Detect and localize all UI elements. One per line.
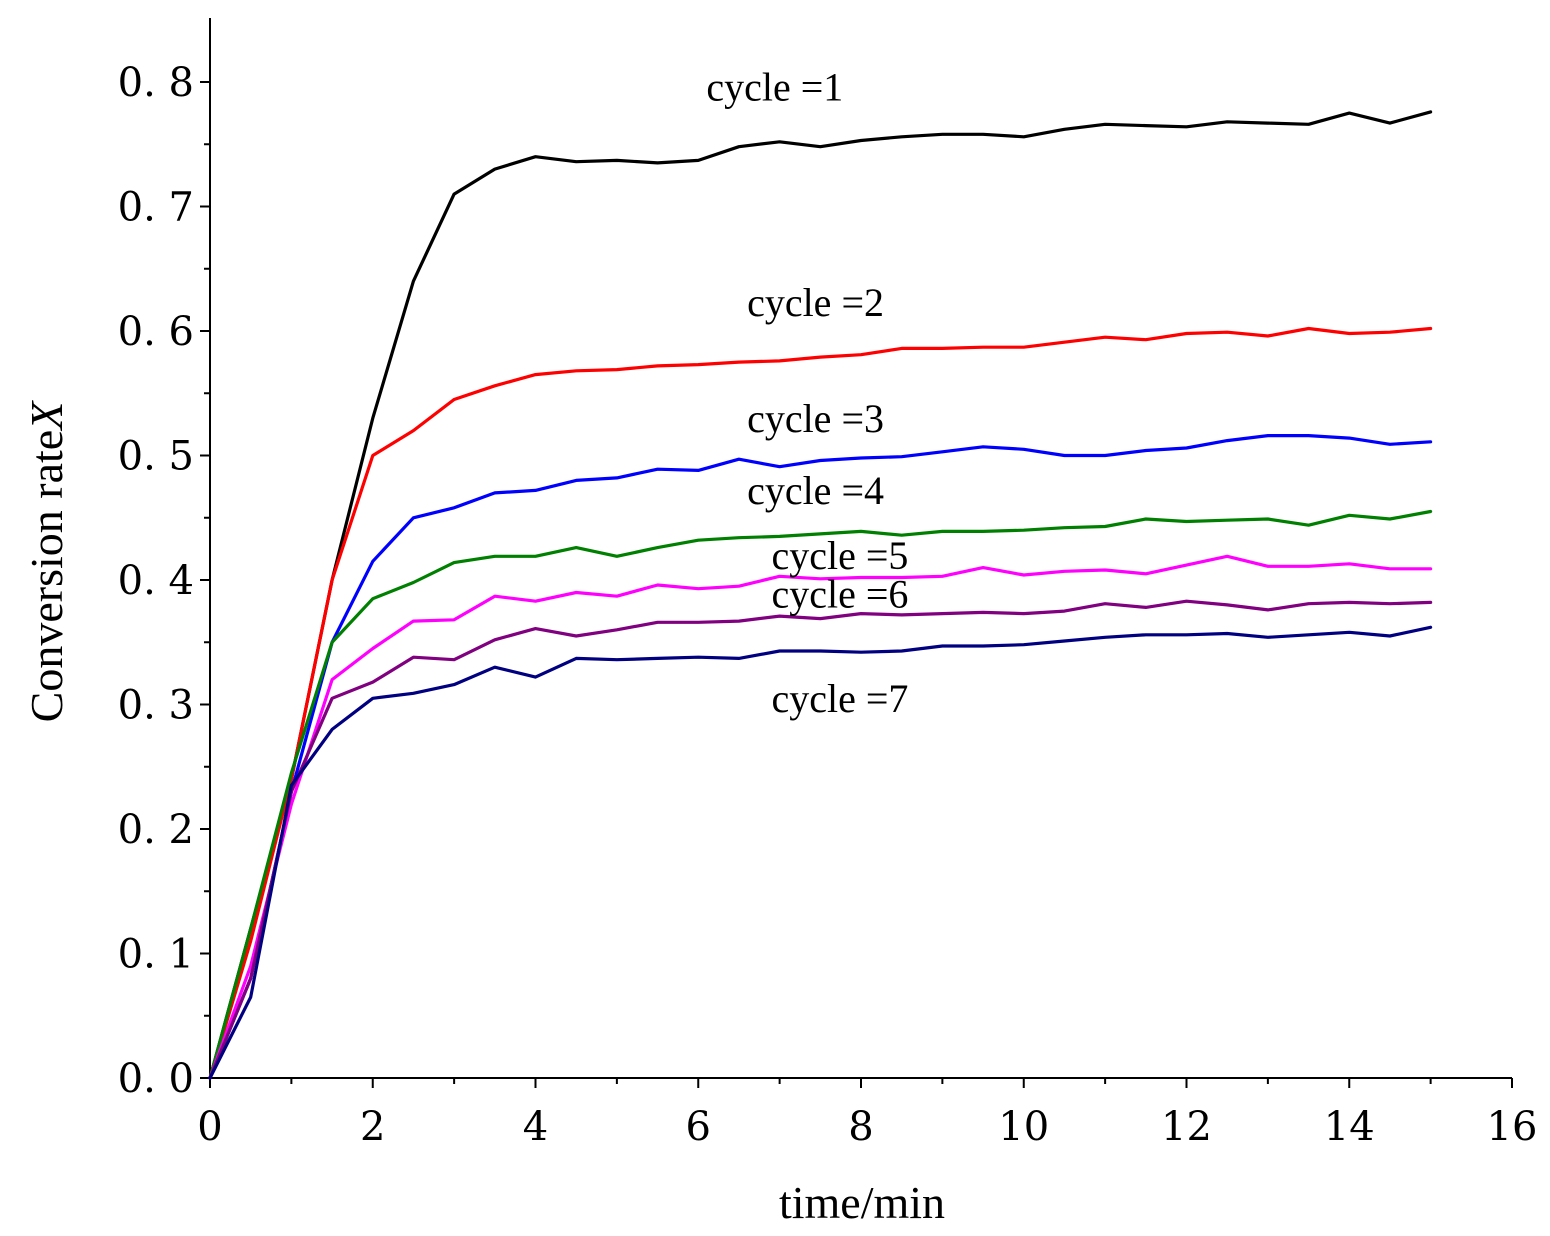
series-line-cycle-3 xyxy=(208,434,1433,1080)
y-tick-label: 0. 8 xyxy=(118,60,194,106)
axes: 0 2 4 6 8 10 12 14 16 0. 0 0. 1 0. 2 0. 3 0. 4 0. 5 0. … xyxy=(118,18,1538,1150)
y-axis-title-text: Conversion rate xyxy=(21,430,72,723)
series-line-cycle-7 xyxy=(208,625,1433,1080)
series-label-cycle-1: cycle =1 xyxy=(706,65,843,110)
y-tick-label: 0. 1 xyxy=(118,932,194,978)
y-tick-label: 0. 3 xyxy=(118,683,194,729)
series-line-cycle-5 xyxy=(208,554,1433,1080)
y-axis-title: Conversion rateX xyxy=(21,400,72,723)
x-tick-label: 6 xyxy=(686,1104,711,1150)
x-axis-title: time/min xyxy=(779,1177,945,1228)
series-labels: cycle =1 cycle =2 cycle =3 cycle =4 cycle =5… xyxy=(706,65,908,721)
x-tick-label: 2 xyxy=(360,1104,385,1150)
series-line-cycle-4 xyxy=(208,509,1433,1080)
series-label-cycle-6: cycle =6 xyxy=(771,571,908,616)
series-label-cycle-3: cycle =3 xyxy=(747,396,884,441)
y-tick-label: 0. 0 xyxy=(118,1056,194,1102)
series-line-cycle-2 xyxy=(208,326,1433,1080)
x-tick-label: 12 xyxy=(1161,1104,1212,1150)
series-lines xyxy=(208,110,1433,1080)
x-tick-label: 8 xyxy=(848,1104,873,1150)
series-label-cycle-5: cycle =5 xyxy=(771,533,908,578)
x-tick-label: 10 xyxy=(998,1104,1049,1150)
y-tick-label: 0. 6 xyxy=(118,309,194,355)
y-tick-label: 0. 7 xyxy=(118,185,194,231)
y-axis-title-symbol: X xyxy=(21,400,72,432)
x-tick-label: 0 xyxy=(197,1104,222,1150)
x-tick-label: 16 xyxy=(1487,1104,1538,1150)
y-tick-label: 0. 2 xyxy=(118,807,194,853)
x-tick-label: 4 xyxy=(523,1104,548,1150)
y-tick-label: 0. 4 xyxy=(118,558,194,604)
x-tick-label: 14 xyxy=(1324,1104,1375,1150)
series-line-cycle-6 xyxy=(208,599,1433,1080)
series-label-cycle-7: cycle =7 xyxy=(771,676,908,721)
series-line-cycle-1 xyxy=(208,110,1433,1080)
series-label-cycle-4: cycle =4 xyxy=(747,468,884,513)
y-tick-label: 0. 5 xyxy=(118,434,194,480)
series-label-cycle-2: cycle =2 xyxy=(747,280,884,325)
